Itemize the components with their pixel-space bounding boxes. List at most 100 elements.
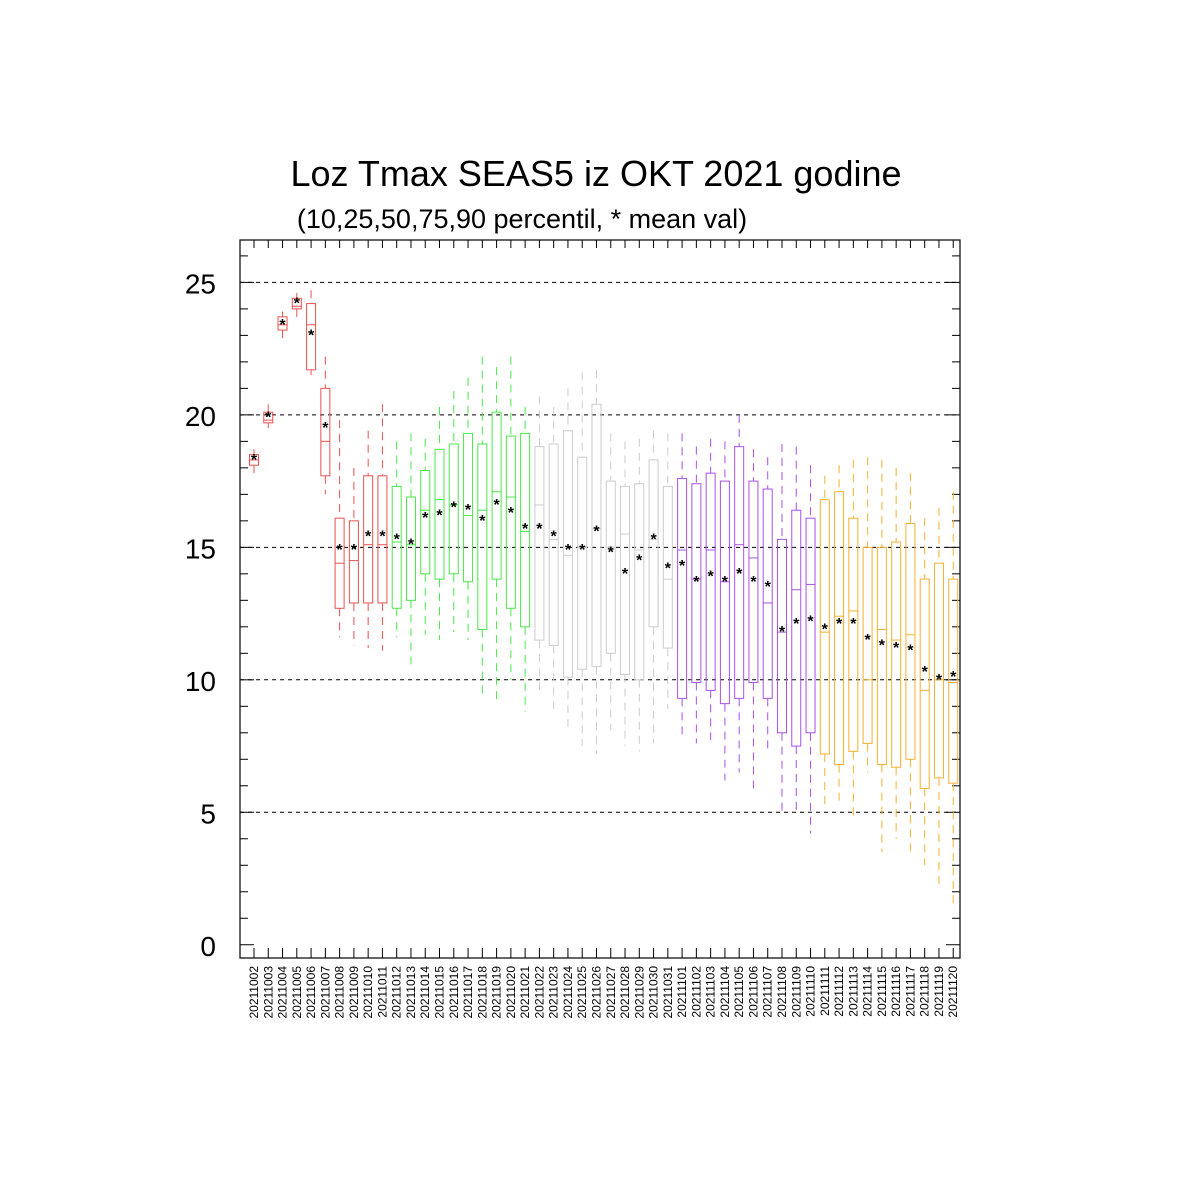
mean-marker: * (465, 502, 472, 519)
x-tick-label: 20211111 (818, 966, 832, 1016)
x-tick-label: 20211110 (804, 966, 818, 1017)
mean-marker: * (593, 523, 600, 540)
mean-marker: * (879, 637, 886, 654)
box (420, 470, 431, 575)
box (776, 538, 787, 734)
box (463, 432, 474, 583)
box (277, 316, 288, 331)
box (505, 435, 516, 609)
box (562, 430, 573, 678)
x-tick-label: 20211021 (518, 966, 532, 1019)
x-tick-label: 20211029 (632, 966, 646, 1019)
x-tick-label: 20211119 (932, 966, 946, 1017)
mean-marker: * (579, 542, 586, 559)
x-tick-label: 20211028 (618, 966, 632, 1019)
box (591, 403, 602, 668)
x-tick-label: 20211107 (761, 966, 775, 1018)
box (577, 456, 588, 670)
x-tick-label: 20211102 (689, 966, 703, 1018)
x-tick-label: 20211101 (675, 966, 689, 1018)
box (320, 387, 331, 477)
mean-marker: * (394, 531, 401, 548)
y-tick-label: 10 (185, 666, 216, 697)
x-tick-label: 20211002 (247, 966, 261, 1019)
x-tick-label: 20211007 (318, 966, 332, 1019)
y-tick-label: 0 (200, 931, 216, 962)
mean-marker: * (864, 632, 871, 649)
box (805, 517, 816, 734)
box (291, 297, 302, 310)
y-tick-label: 25 (185, 268, 216, 299)
x-tick-label: 20211118 (918, 966, 932, 1017)
mean-marker: * (765, 579, 772, 596)
mean-marker: * (893, 640, 900, 657)
mean-marker: * (536, 521, 543, 538)
box (477, 443, 488, 630)
box (834, 491, 845, 766)
box (891, 541, 902, 768)
x-tick-label: 20211025 (575, 966, 589, 1019)
x-tick-label: 20211120 (946, 966, 960, 1018)
box (677, 477, 688, 699)
mean-marker: * (779, 624, 786, 641)
x-tick-label: 20211010 (361, 966, 375, 1019)
box (819, 499, 830, 755)
x-tick-label: 20211011 (375, 966, 389, 1018)
mean-marker: * (736, 566, 743, 583)
x-tick-label: 20211004 (276, 966, 290, 1019)
box (691, 483, 702, 683)
mean-marker: * (365, 529, 372, 546)
x-tick-label: 20211031 (661, 966, 675, 1019)
box (534, 446, 545, 641)
mean-marker: * (950, 669, 957, 686)
x-tick-label: 20211113 (846, 966, 860, 1017)
box (363, 475, 374, 604)
x-tick-label: 20211023 (547, 966, 561, 1019)
box (391, 485, 402, 609)
chart-subtitle: (10,25,50,75,90 percentil, * mean val) (297, 204, 747, 234)
x-tick-label: 20211026 (589, 966, 603, 1019)
box (620, 485, 631, 676)
mean-marker: * (408, 537, 415, 554)
mean-marker: * (722, 574, 729, 591)
y-tick-label: 20 (185, 401, 216, 432)
mean-marker: * (265, 410, 272, 427)
x-tick-label: 20211024 (561, 966, 575, 1019)
box (933, 562, 944, 779)
x-tick-label: 20211103 (704, 966, 718, 1018)
chart-title: Loz Tmax SEAS5 iz OKT 2021 godine (290, 153, 901, 194)
mean-marker: * (836, 616, 843, 633)
box (705, 472, 716, 691)
mean-marker: * (636, 553, 643, 570)
x-tick-label: 20211106 (746, 966, 760, 1018)
box (848, 517, 859, 752)
x-tick-label: 20211114 (861, 966, 875, 1017)
mean-markers: * * * * * * * * * * * * * * * * * * * * * * * * * * * * * * * * * * * * * * * *… (251, 296, 957, 689)
x-tick-label: 20211112 (832, 966, 846, 1017)
x-tick-label: 20211008 (333, 966, 347, 1019)
box (762, 488, 773, 699)
mean-marker: * (922, 664, 929, 681)
minor-ticks (240, 255, 960, 946)
mean-marker: * (565, 542, 572, 559)
box (719, 480, 730, 705)
box (748, 480, 759, 683)
mean-marker: * (551, 529, 558, 546)
y-tick-label: 5 (200, 798, 216, 829)
box (405, 496, 416, 601)
box (434, 448, 445, 580)
box (520, 432, 531, 628)
box (919, 578, 930, 789)
x-tick-label: 20211014 (418, 966, 432, 1019)
x-tick-label: 20211017 (461, 966, 475, 1019)
mean-marker: * (422, 510, 429, 527)
x-tick-label: 20211019 (490, 966, 504, 1019)
mean-marker: * (850, 616, 857, 633)
mean-marker: * (294, 296, 301, 313)
box (348, 520, 359, 604)
box (448, 443, 459, 575)
mean-marker: * (936, 672, 943, 689)
box (948, 578, 959, 784)
mean-marker: * (822, 621, 829, 638)
